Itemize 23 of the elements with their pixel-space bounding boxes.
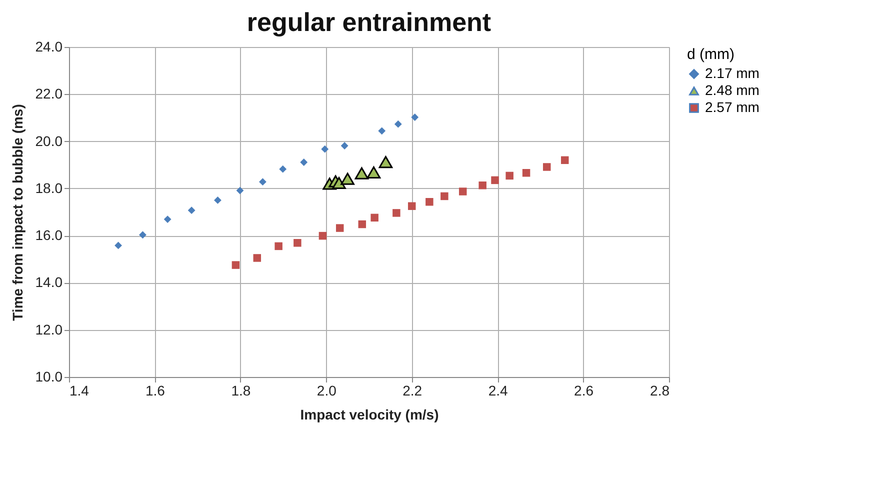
- x-tick-label: 2.8: [650, 382, 670, 398]
- legend-label: 2.17 mm: [705, 65, 760, 81]
- x-tick-label: 2.6: [574, 382, 594, 398]
- legend-label: 2.48 mm: [705, 82, 760, 98]
- y-tick-label: 24.0: [35, 38, 63, 54]
- x-tick-label: 1.6: [145, 382, 166, 398]
- x-axis-title: Impact velocity (m/s): [300, 406, 439, 422]
- y-tick-label: 20.0: [35, 132, 63, 149]
- y-tick-label: 12.0: [35, 321, 63, 338]
- chart-title: regular entrainment: [246, 7, 492, 37]
- x-tick-label: 2.2: [402, 382, 422, 398]
- y-tick-label: 16.0: [35, 227, 63, 244]
- y-tick-label: 18.0: [35, 180, 63, 196]
- x-tick-label: 1.8: [231, 382, 251, 398]
- y-tick-label: 14.0: [35, 274, 63, 290]
- legend-title: d (mm): [687, 46, 734, 63]
- legend-label: 2.57 mm: [705, 99, 760, 115]
- x-tick-label: 1.4: [70, 382, 90, 398]
- x-tick-label: 2.0: [316, 382, 337, 398]
- y-tick-label: 22.0: [35, 86, 63, 102]
- x-tick-label: 2.4: [488, 382, 508, 398]
- y-axis-title: Time from impact to bubble (ms): [9, 104, 26, 321]
- y-tick-label: 10.0: [35, 368, 63, 384]
